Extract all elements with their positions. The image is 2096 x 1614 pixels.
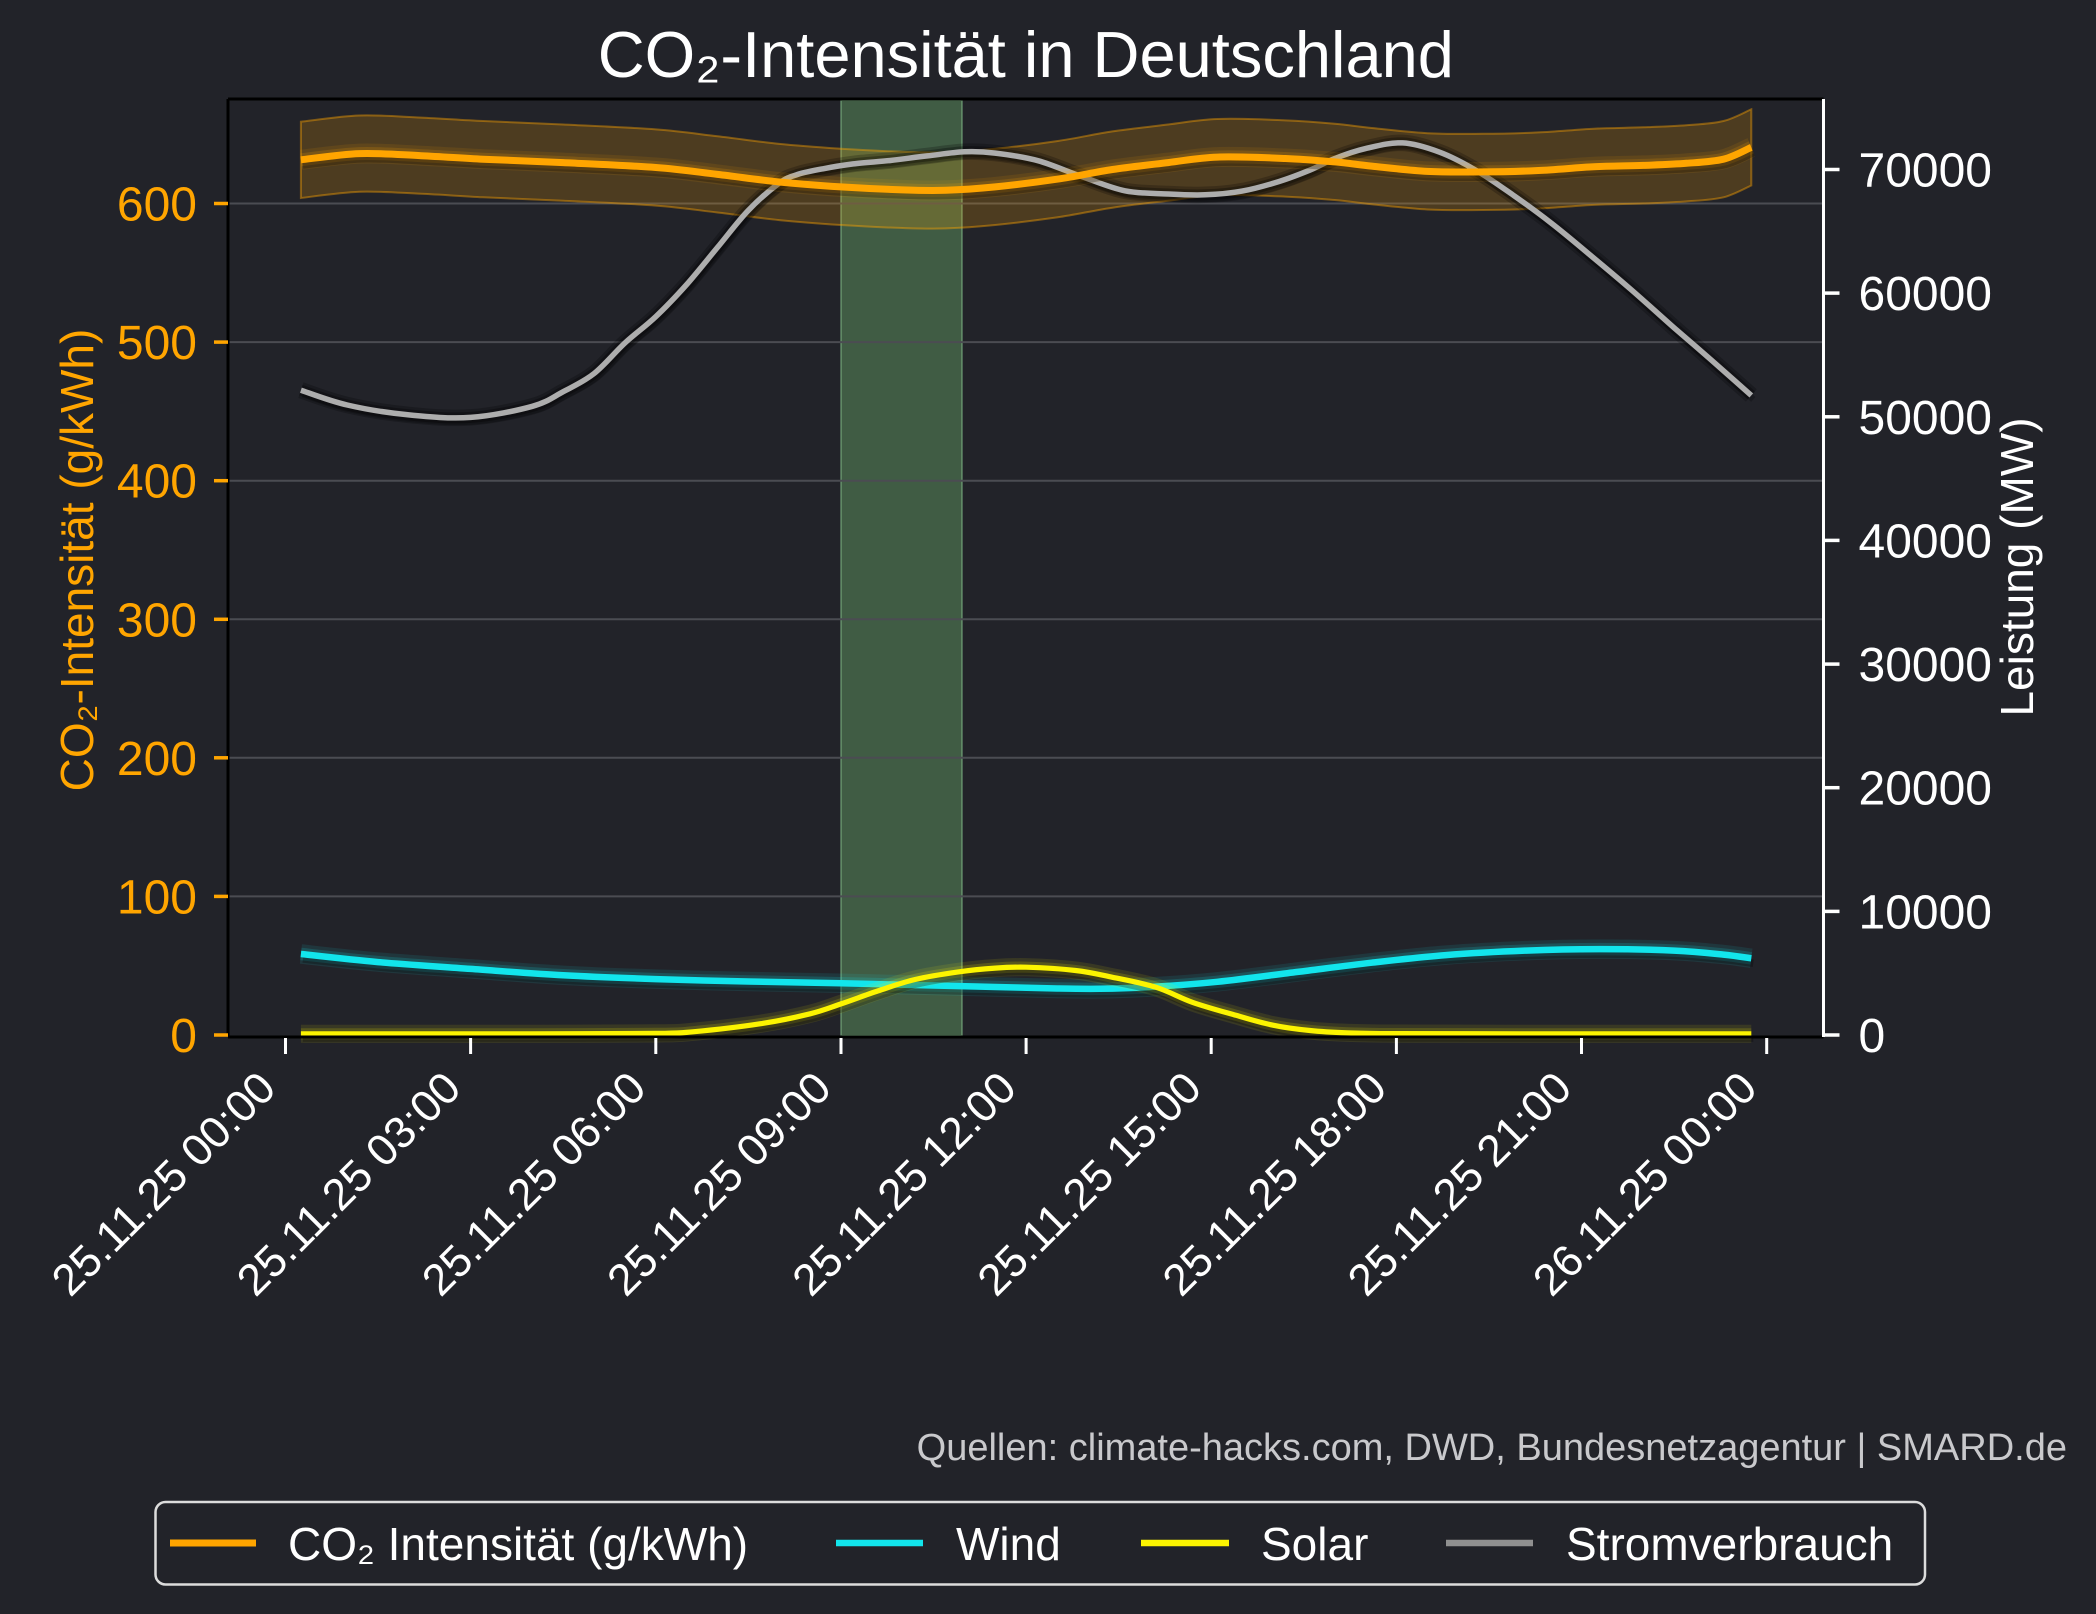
svg-text:CO₂-Intensität (g/kWh): CO₂-Intensität (g/kWh) [51, 329, 103, 792]
svg-text:200: 200 [117, 733, 197, 786]
svg-text:Solar: Solar [1261, 1518, 1368, 1570]
svg-text:Wind: Wind [956, 1518, 1061, 1570]
svg-text:50000: 50000 [1859, 392, 1992, 445]
svg-text:400: 400 [117, 456, 197, 509]
svg-text:0: 0 [170, 1010, 197, 1063]
svg-text:20000: 20000 [1859, 763, 1992, 816]
svg-text:Quellen: climate-hacks.com, DW: Quellen: climate-hacks.com, DWD, Bundesn… [917, 1427, 2067, 1469]
svg-text:100: 100 [117, 871, 197, 924]
svg-text:10000: 10000 [1859, 886, 1992, 939]
svg-text:Stromverbrauch: Stromverbrauch [1566, 1518, 1893, 1570]
svg-text:Leistung (MW): Leistung (MW) [1991, 417, 2043, 716]
svg-text:0: 0 [1859, 1010, 1886, 1063]
svg-text:CO₂ Intensität (g/kWh): CO₂ Intensität (g/kWh) [288, 1518, 748, 1570]
svg-text:500: 500 [117, 317, 197, 370]
svg-text:70000: 70000 [1859, 145, 1992, 198]
svg-text:30000: 30000 [1859, 639, 1992, 692]
svg-text:40000: 40000 [1859, 515, 1992, 568]
svg-text:300: 300 [117, 594, 197, 647]
svg-text:600: 600 [117, 179, 197, 232]
svg-text:CO₂-Intensität in Deutschland: CO₂-Intensität in Deutschland [598, 18, 1454, 91]
svg-text:60000: 60000 [1859, 268, 1992, 321]
